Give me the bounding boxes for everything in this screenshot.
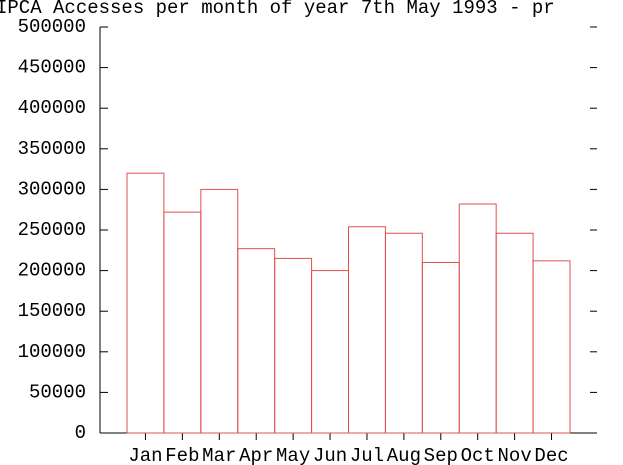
y-tick-label: 50000 xyxy=(29,381,86,403)
y-tick-label: 400000 xyxy=(18,97,86,119)
x-tick-label: May xyxy=(276,445,310,465)
x-tick-label: Nov xyxy=(498,445,532,465)
x-tick-label: Mar xyxy=(202,445,236,465)
y-tick-label: 450000 xyxy=(18,57,86,79)
y-tick-label: 100000 xyxy=(18,341,86,363)
y-tick-label: 250000 xyxy=(18,219,86,241)
x-tick-label: Feb xyxy=(165,445,199,465)
y-tick-label: 150000 xyxy=(18,300,86,322)
y-tick-label: 500000 xyxy=(18,16,86,38)
x-tick-label: Jan xyxy=(128,445,162,465)
x-tick-label: Apr xyxy=(239,445,273,465)
y-tick-label: 0 xyxy=(75,422,86,444)
y-tick-label: 300000 xyxy=(18,178,86,200)
x-tick-label: Jun xyxy=(313,445,347,465)
x-tick-label: Jul xyxy=(350,445,384,465)
y-tick-label: 200000 xyxy=(18,260,86,282)
x-tick-label: Oct xyxy=(461,445,495,465)
x-tick-label: Aug xyxy=(387,445,421,465)
bar xyxy=(532,260,571,434)
chart-title: IPCA Accesses per month of year 7th May … xyxy=(0,0,555,19)
x-tick-label: Sep xyxy=(424,445,458,465)
x-tick-label: Dec xyxy=(534,445,568,465)
y-tick-label: 350000 xyxy=(18,138,86,160)
